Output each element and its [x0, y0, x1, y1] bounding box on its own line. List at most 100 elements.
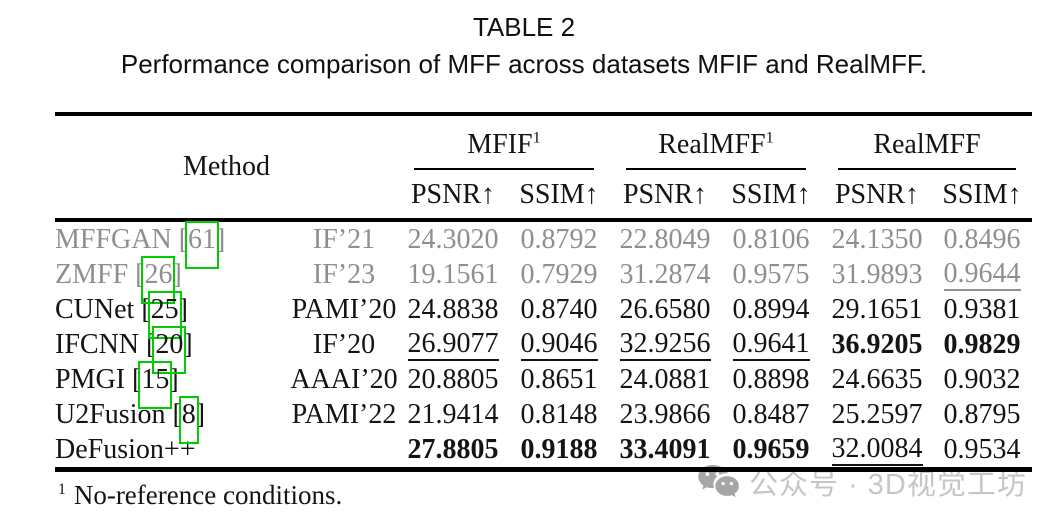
table-row: MFFGAN [61] IF’21 24.3020 0.8792 22.8049 0.81…	[55, 220, 1032, 269]
value-cell: 0.9829	[932, 327, 1032, 362]
value-cell: 0.9381	[932, 292, 1032, 327]
metric-value: 0.8795	[943, 398, 1021, 430]
value-cell: 24.0881	[610, 362, 720, 397]
metric-value: 0.9644	[943, 258, 1021, 292]
metric-value: 31.2874	[619, 258, 711, 290]
group-header-label: RealMFF	[838, 119, 1016, 170]
group-header-row: Method MFIF1 RealMFF1 RealMFF	[55, 114, 1032, 222]
citation-link[interactable]: 8	[178, 395, 199, 444]
metric-value: 32.9256	[619, 328, 711, 362]
value-cell: 22.8049	[610, 220, 720, 257]
value-cell: 0.8651	[508, 362, 610, 397]
column-header-ssim: SSIM↑	[508, 172, 610, 222]
citation-link[interactable]: 25	[147, 290, 182, 339]
method-name: IFCNN	[55, 328, 140, 360]
venue-cell: IF’21	[312, 223, 376, 255]
value-cell: 24.3020	[398, 220, 508, 257]
value-cell: 32.9256	[610, 327, 720, 362]
metric-value: 0.8898	[732, 363, 810, 395]
footnote-text: No-reference conditions.	[73, 480, 343, 510]
metric-value: 32.0084	[831, 433, 923, 467]
value-cell: 0.9188	[508, 432, 610, 470]
value-cell: 23.9866	[610, 397, 720, 432]
metric-value: 24.1350	[831, 223, 923, 255]
value-cell: 26.9077	[398, 327, 508, 362]
metric-value: 0.9381	[943, 293, 1021, 325]
results-table: Method MFIF1 RealMFF1 RealMFF PSNR↑ SSIM…	[55, 112, 1032, 472]
table-row: DeFusion++ 27.8805 0.9188 33.4091 0.9659 32.0…	[55, 432, 1032, 470]
value-cell: 19.1561	[398, 257, 508, 292]
metric-value: 36.9205	[831, 328, 923, 360]
value-cell: 0.8148	[508, 397, 610, 432]
value-cell: 32.0084	[822, 432, 932, 470]
table-row: IFCNN [20] IF’20 26.9077 0.9046 32.9256 0.964…	[55, 325, 1032, 374]
metric-value: 27.8805	[407, 433, 499, 465]
value-cell: 26.6580	[610, 292, 720, 327]
method-cell: IFCNN [20]	[55, 325, 193, 374]
metric-value: 0.9575	[732, 258, 810, 290]
venue-cell: IF’20	[312, 328, 376, 360]
value-cell: 0.9046	[508, 327, 610, 362]
footnote-marker: 1	[765, 128, 774, 147]
metric-value: 0.9046	[520, 328, 598, 362]
method-cell: MFFGAN [61]	[55, 220, 226, 269]
metric-value: 33.4091	[619, 433, 711, 465]
column-header-psnr: PSNR↑	[610, 172, 720, 222]
method-cell: ZMFF [26]	[55, 255, 182, 304]
metric-value: 22.8049	[619, 223, 711, 255]
venue-cell	[290, 432, 398, 470]
venue-cell: PAMI’20	[291, 293, 397, 325]
metric-value: 31.9893	[831, 258, 923, 290]
metric-value: 0.9188	[520, 433, 598, 465]
table-row: CUNet [25] PAMI’20 24.8838 0.8740 26.6580 0.8…	[55, 290, 1032, 339]
metric-header-row: PSNR↑ SSIM↑ PSNR↑ SSIM↑ PSNR↑ SSIM↑	[55, 172, 1032, 222]
metric-value: 24.3020	[407, 223, 499, 255]
table-row: ZMFF [26] IF’23 19.1561 0.7929 31.2874 0.9575…	[55, 255, 1032, 304]
value-cell: 0.9644	[932, 257, 1032, 292]
footnote-marker: 1	[532, 128, 541, 147]
method-cell: PMGI [15]	[55, 360, 179, 409]
value-cell: 36.9205	[822, 327, 932, 362]
group-header-realmff: RealMFF	[822, 114, 1032, 172]
results-table-body: MFFGAN [61] IF’21 24.3020 0.8792 22.8049 0.81…	[55, 220, 1032, 470]
value-cell: 0.9659	[720, 432, 822, 470]
metric-value: 0.9829	[943, 328, 1021, 360]
value-cell: 31.9893	[822, 257, 932, 292]
citation-link[interactable]: 15	[138, 360, 173, 409]
metric-value: 0.7929	[520, 258, 598, 290]
value-cell: 0.9575	[720, 257, 822, 292]
value-cell: 27.8805	[398, 432, 508, 470]
metric-value: 0.9534	[943, 433, 1021, 465]
group-header-label: RealMFF1	[626, 119, 806, 170]
metric-value: 0.8148	[520, 398, 598, 430]
metric-value: 0.8740	[520, 293, 598, 325]
value-cell: 24.8838	[398, 292, 508, 327]
citation-link[interactable]: 61	[185, 220, 220, 269]
metric-value: 0.8487	[732, 398, 810, 430]
value-cell: 29.1651	[822, 292, 932, 327]
venue-cell: IF’23	[312, 258, 376, 290]
citation-link[interactable]: 20	[152, 325, 187, 374]
value-cell: 0.8740	[508, 292, 610, 327]
method-cell: CUNet [25]	[55, 290, 188, 339]
metric-value: 0.8994	[732, 293, 810, 325]
value-cell: 24.6635	[822, 362, 932, 397]
watermark-text: 公众号 · 3D视觉工坊	[749, 469, 1027, 501]
method-cell: DeFusion++	[55, 432, 290, 470]
method-name: DeFusion++	[55, 433, 196, 465]
metric-value: 24.0881	[619, 363, 711, 395]
value-cell: 0.9032	[932, 362, 1032, 397]
metric-value: 25.2597	[831, 398, 923, 430]
method-name: U2Fusion	[55, 398, 166, 430]
value-cell: 0.8795	[932, 397, 1032, 432]
citation-link[interactable]: 26	[141, 255, 176, 304]
value-cell: 0.9534	[932, 432, 1032, 470]
metric-value: 26.6580	[619, 293, 711, 325]
value-cell: 21.9414	[398, 397, 508, 432]
venue-cell: AAAI’20	[290, 363, 398, 395]
column-header-ssim: SSIM↑	[720, 172, 822, 222]
method-name: MFFGAN	[55, 223, 172, 255]
table-row: U2Fusion [8] PAMI’22 21.9414 0.8148 23.9866 0…	[55, 395, 1032, 444]
value-cell: 0.8487	[720, 397, 822, 432]
group-header-mfif: MFIF1	[398, 114, 610, 172]
